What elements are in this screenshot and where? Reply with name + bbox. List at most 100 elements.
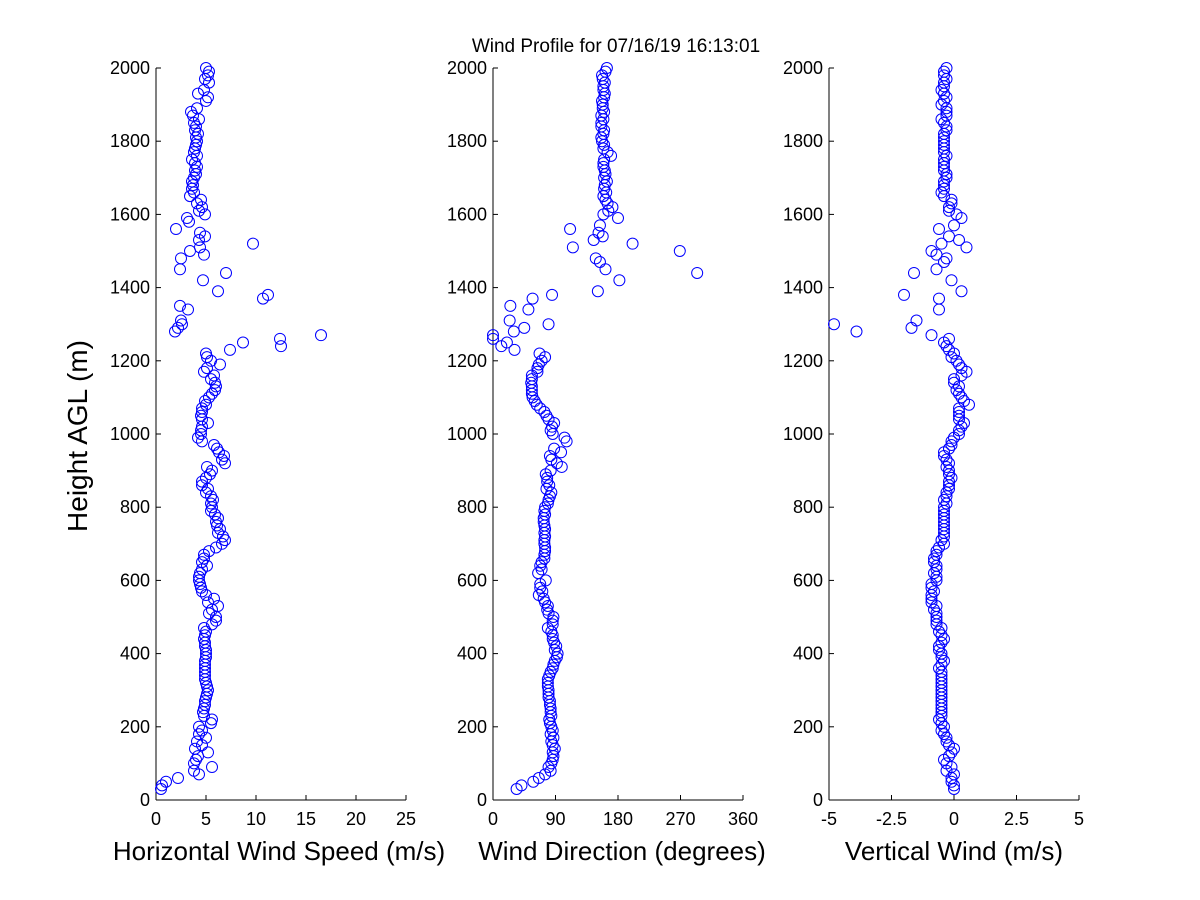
data-point: [938, 654, 950, 667]
data-point: [930, 563, 943, 576]
y-tick-label: 2000: [447, 58, 487, 78]
data-point: [940, 171, 953, 184]
data-point: [198, 248, 210, 261]
data-point: [174, 263, 186, 276]
data-point: [930, 263, 943, 276]
data-point: [192, 87, 204, 100]
data-point: [172, 772, 184, 785]
y-tick-label: 1600: [110, 204, 150, 224]
data-point: [938, 135, 950, 148]
data-point: [487, 332, 499, 345]
x-tick-label: 90: [545, 809, 565, 829]
data-point: [522, 303, 535, 316]
data-point: [910, 314, 923, 327]
data-point: [184, 190, 196, 203]
data-point: [943, 230, 955, 243]
y-tick-label: 1400: [110, 278, 150, 298]
x-tick-label: 360: [728, 809, 758, 829]
data-point: [193, 720, 205, 733]
data-point: [532, 772, 545, 785]
data-point: [950, 208, 963, 221]
data-point: [953, 406, 965, 419]
data-point: [945, 351, 958, 364]
data-point: [593, 255, 606, 268]
data-point: [935, 237, 948, 250]
data-point: [943, 457, 955, 470]
data-point: [196, 479, 208, 492]
data-point: [597, 160, 610, 173]
data-point: [535, 354, 548, 367]
data-point: [544, 464, 557, 477]
data-point: [539, 508, 552, 521]
data-point: [169, 325, 181, 338]
x-tick-label: 180: [603, 809, 633, 829]
data-point: [543, 449, 556, 462]
data-point: [940, 340, 953, 353]
data-point: [541, 475, 554, 488]
data-point: [510, 783, 523, 796]
data-point: [189, 157, 201, 170]
data-point: [525, 376, 538, 389]
data-point: [191, 197, 203, 210]
data-point: [170, 223, 182, 236]
data-point: [192, 127, 204, 140]
data-point: [197, 706, 209, 719]
data-point: [597, 208, 610, 221]
x-tick-label: 5: [201, 809, 211, 829]
data-point: [203, 65, 215, 78]
data-point: [195, 428, 207, 440]
data-point: [850, 325, 863, 338]
data-point: [503, 314, 516, 327]
data-point: [953, 358, 965, 371]
data-point: [938, 65, 950, 78]
data-point: [196, 475, 208, 488]
data-point: [905, 321, 918, 334]
data-point: [487, 329, 499, 342]
data-point: [212, 285, 224, 298]
data-point: [938, 69, 950, 82]
data-point: [948, 373, 960, 386]
data-point: [209, 376, 221, 389]
x-tick-label: 0: [949, 809, 959, 829]
data-point: [564, 223, 577, 236]
data-point: [592, 226, 605, 239]
data-point: [212, 512, 224, 525]
data-point: [600, 175, 613, 188]
data-point: [155, 783, 167, 796]
y-tick-label: 1000: [110, 424, 150, 444]
data-point: [928, 552, 940, 565]
data-point: [200, 347, 212, 360]
data-point: [953, 234, 965, 247]
data-point: [945, 193, 958, 206]
y-tick-label: 2000: [110, 58, 150, 78]
data-point: [220, 266, 232, 279]
data-point: [210, 541, 222, 554]
data-point: [566, 241, 579, 254]
data-point: [938, 501, 950, 514]
data-point: [940, 486, 953, 499]
data-point: [943, 739, 955, 752]
data-point: [205, 717, 217, 730]
data-point: [198, 365, 210, 378]
data-point: [930, 607, 943, 620]
y-tick-label: 1200: [783, 351, 823, 371]
data-point: [196, 406, 208, 419]
data-point: [945, 438, 958, 451]
data-point: [193, 728, 205, 741]
data-point: [275, 340, 287, 353]
data-point: [206, 618, 218, 631]
data-point: [209, 508, 221, 521]
y-tick-label: 400: [793, 644, 823, 664]
data-point: [202, 684, 214, 697]
data-point: [199, 208, 211, 221]
data-point: [546, 618, 559, 631]
data-point: [541, 600, 554, 613]
data-point: [201, 680, 213, 693]
x-tick-label: 15: [296, 809, 316, 829]
x-tick-label: 10: [246, 809, 266, 829]
data-point: [508, 343, 521, 356]
data-point: [940, 757, 953, 770]
data-point: [940, 62, 953, 74]
y-tick-label: 400: [457, 644, 487, 664]
